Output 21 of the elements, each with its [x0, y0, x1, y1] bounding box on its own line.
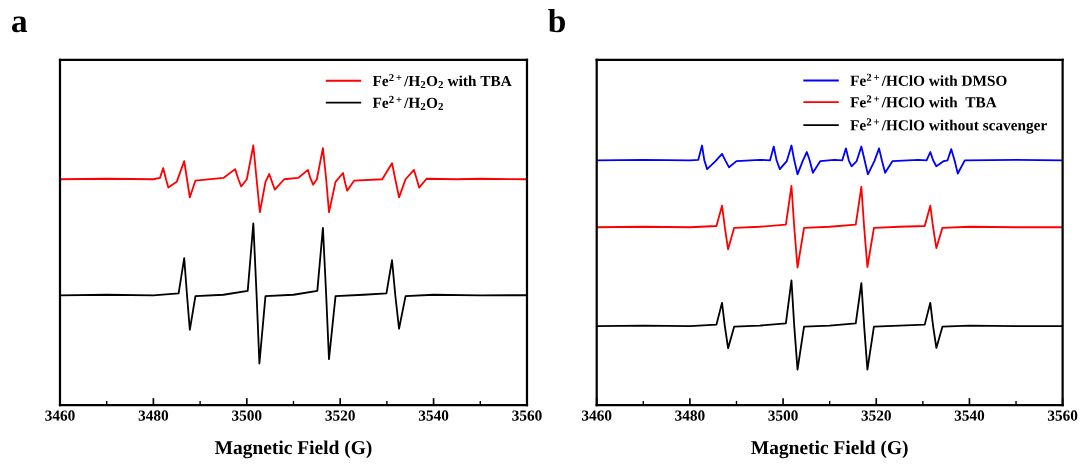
x-tick-label: 3560: [512, 410, 542, 421]
legend-label: Fe$^{2+}$/HClO without scavenger: [850, 118, 1047, 134]
x-tick-label: 3480: [138, 410, 169, 421]
chart-title: a: [12, 16, 28, 33]
x-tick-label: 3460: [45, 410, 75, 421]
x-tick-label: 3480: [675, 410, 705, 421]
x-tick-label: 3540: [954, 410, 985, 421]
x-axis-title: Magnetic Field (G): [751, 440, 908, 459]
legend-label: Fe$^{2+}$/H$_{2}$O$_{2}$: [372, 95, 443, 110]
legend-label: Fe$^{2+}$/HClO with TBA: [850, 95, 997, 108]
legend-label: Fe$^{2+}$/HClO with DMSO: [850, 73, 1007, 86]
x-tick-label: 3540: [418, 410, 449, 421]
x-tick-label: 3500: [232, 410, 262, 421]
x-tick-label: 3560: [1047, 410, 1078, 421]
x-tick-label: 3460: [582, 410, 612, 421]
x-tick-label: 3520: [861, 410, 891, 421]
chart-title: b: [548, 8, 565, 33]
x-tick-label: 3500: [768, 410, 798, 421]
x-tick-label: 3520: [325, 410, 355, 421]
legend-label: Fe$^{2+}$/H$_{2}$O$_{2}$ with TBA: [372, 74, 512, 89]
x-axis-title: Magnetic Field (G): [214, 440, 372, 459]
